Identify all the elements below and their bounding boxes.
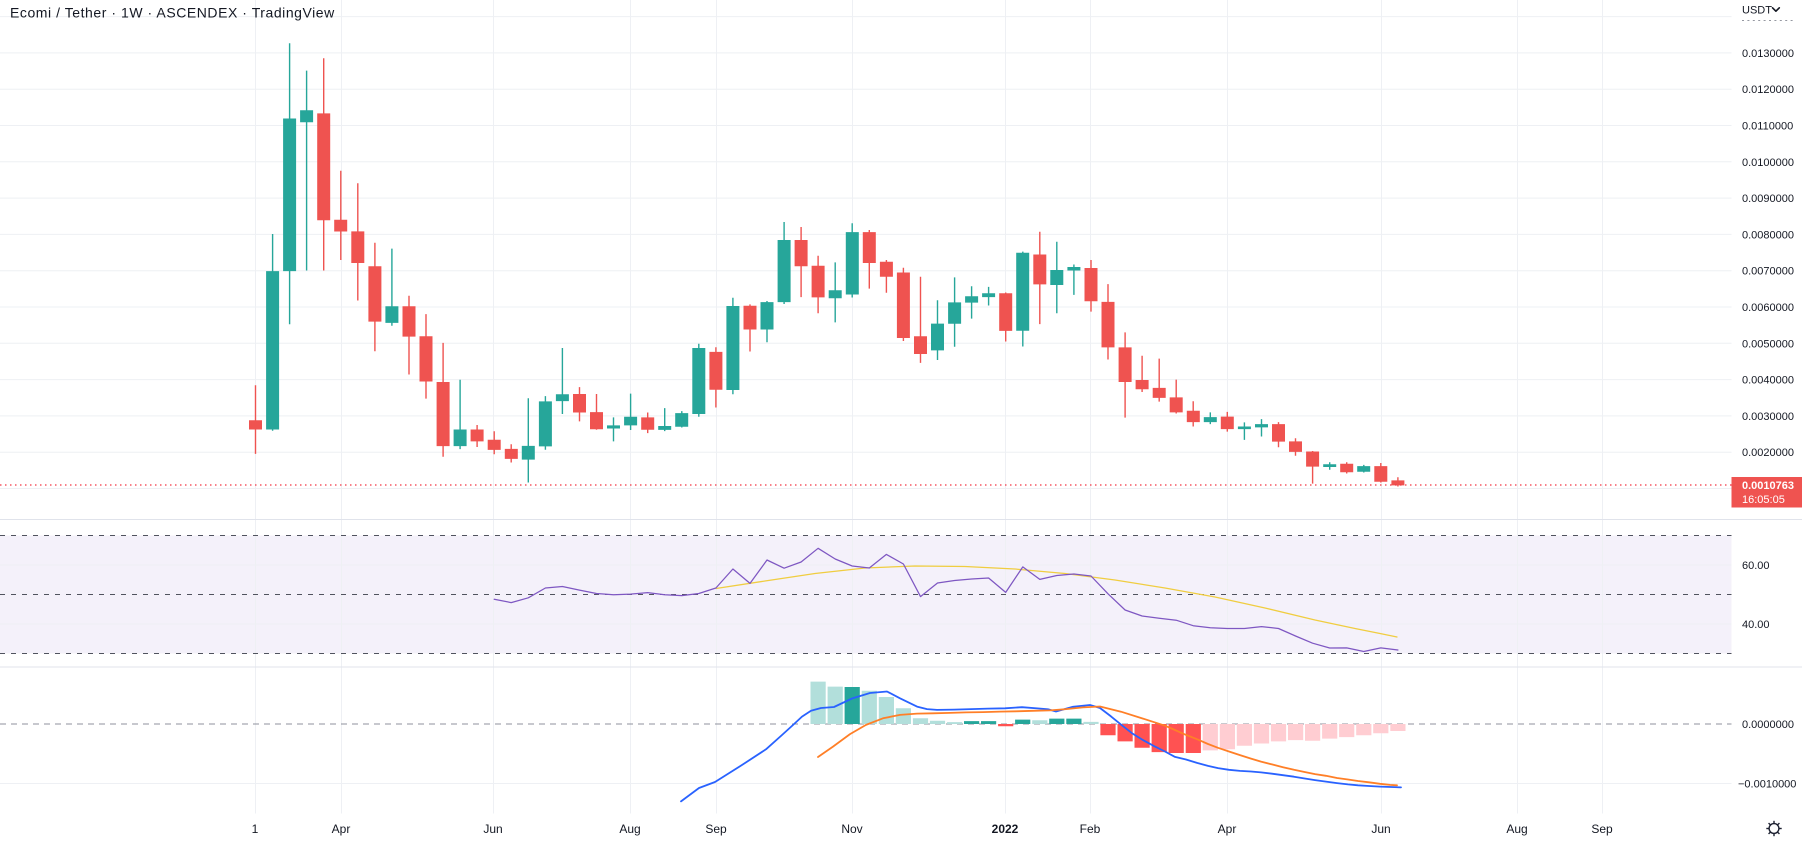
svg-text:0.0110000: 0.0110000 — [1742, 121, 1793, 133]
svg-text:0.0010763: 0.0010763 — [1742, 480, 1794, 492]
svg-text:Feb: Feb — [1080, 822, 1101, 836]
svg-text:Apr: Apr — [332, 822, 351, 836]
svg-text:Aug: Aug — [1506, 822, 1527, 836]
svg-text:0.0000000: 0.0000000 — [1742, 719, 1794, 731]
svg-text:Jun: Jun — [483, 822, 502, 836]
svg-text:16:05:05: 16:05:05 — [1742, 494, 1785, 506]
svg-text:0.0130000: 0.0130000 — [1742, 48, 1794, 60]
svg-text:Jun: Jun — [1371, 822, 1390, 836]
svg-text:Sep: Sep — [705, 822, 727, 836]
svg-text:1: 1 — [252, 822, 259, 836]
svg-text:USDT: USDT — [1742, 5, 1772, 17]
svg-text:0.0120000: 0.0120000 — [1742, 84, 1794, 96]
svg-text:Apr: Apr — [1218, 822, 1237, 836]
svg-text:Ecomi / Tether · 1W · ASCENDEX: Ecomi / Tether · 1W · ASCENDEX · Trading… — [10, 5, 335, 21]
svg-text:−0.0010000: −0.0010000 — [1738, 779, 1796, 791]
svg-text:0.0030000: 0.0030000 — [1742, 411, 1794, 423]
svg-text:0.0070000: 0.0070000 — [1742, 266, 1794, 278]
svg-text:0.0050000: 0.0050000 — [1742, 338, 1794, 350]
svg-text:Aug: Aug — [619, 822, 640, 836]
svg-text:0.0020000: 0.0020000 — [1742, 447, 1794, 459]
svg-text:0.0040000: 0.0040000 — [1742, 375, 1794, 387]
svg-text:0.0090000: 0.0090000 — [1742, 193, 1794, 205]
svg-text:2022: 2022 — [992, 822, 1019, 836]
svg-text:0.0080000: 0.0080000 — [1742, 229, 1794, 241]
svg-text:0.0060000: 0.0060000 — [1742, 302, 1794, 314]
svg-text:Sep: Sep — [1591, 822, 1613, 836]
svg-text:40.00: 40.00 — [1742, 619, 1770, 631]
svg-text:0.0100000: 0.0100000 — [1742, 157, 1794, 169]
svg-text:60.00: 60.00 — [1742, 560, 1770, 572]
svg-text:Nov: Nov — [841, 822, 862, 836]
